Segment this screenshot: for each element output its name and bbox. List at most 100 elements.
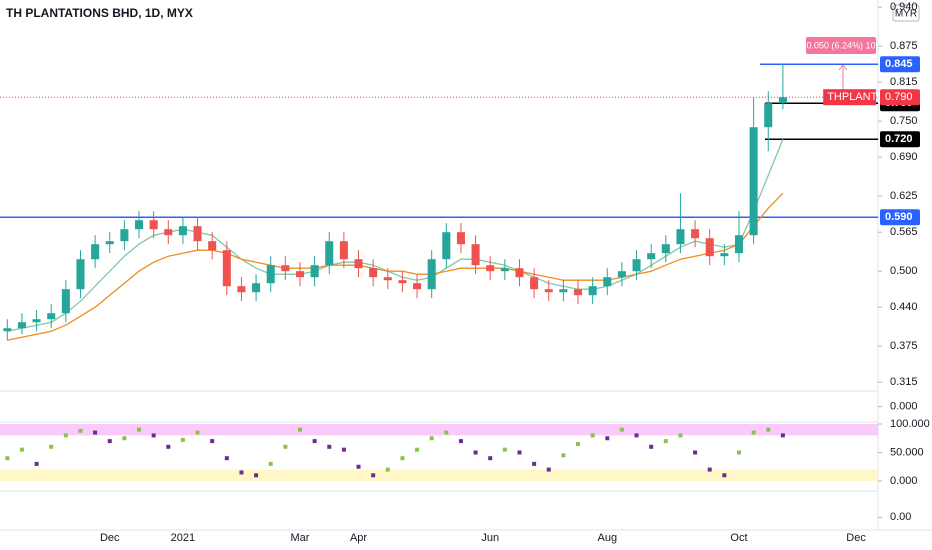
candle-body [266, 265, 275, 284]
candle-body [193, 226, 202, 242]
candle-body [515, 268, 524, 278]
symbol-label-box [823, 89, 876, 106]
oscillator-point [619, 427, 624, 432]
oscillator-point [502, 447, 507, 452]
level-label: 0.845 [885, 58, 913, 70]
last-price-box [880, 89, 920, 106]
candle-body [149, 220, 158, 230]
oscillator-point [473, 450, 478, 455]
candle-body [178, 226, 187, 236]
candle-body [222, 250, 231, 287]
oscillator-point [268, 461, 273, 466]
level-label: 0.590 [885, 211, 913, 223]
oscillator-point [576, 441, 581, 446]
oscillator-point [254, 473, 259, 478]
candle-body [617, 271, 626, 278]
oscillator-point [532, 461, 537, 466]
candle-body [383, 277, 392, 281]
oscillator-point [780, 433, 785, 438]
y-tick-label: 50.000 [890, 446, 924, 458]
candle-body [339, 241, 348, 260]
candle-body [764, 103, 773, 128]
currency-box[interactable] [892, 4, 920, 22]
level-label-box [880, 131, 920, 148]
oscillator-point [415, 447, 420, 452]
candle-body [76, 259, 85, 290]
candle-body [208, 241, 217, 251]
oscillator-point [546, 467, 551, 472]
candle-body [691, 229, 700, 239]
candle-body [661, 244, 670, 254]
oscillator-point [78, 428, 83, 433]
candle-body [778, 97, 787, 104]
candle-body [632, 259, 641, 272]
y-tick-label: 0.815 [890, 76, 918, 88]
candle-body [17, 322, 26, 329]
oscillator-point [210, 439, 215, 444]
y-tick-label: 0.00 [890, 511, 911, 523]
y-tick-label: 0.440 [890, 301, 918, 313]
candle-body [573, 289, 583, 296]
moving-average [7, 192, 784, 341]
symbol-label: THPLANT [827, 91, 877, 103]
oscillator-point [458, 439, 463, 444]
candle-body [105, 241, 114, 245]
x-tick-label: Aug [597, 532, 617, 544]
candle-body [705, 238, 714, 257]
candle-body [237, 286, 246, 293]
y-tick-label: 0.500 [890, 265, 918, 277]
candle-body [456, 232, 465, 245]
candle-body [647, 253, 656, 260]
last-price-label: 0.790 [885, 91, 913, 103]
moving-average [7, 138, 784, 332]
candle-body [47, 313, 56, 320]
candle-body [603, 277, 612, 287]
candle-body [734, 235, 744, 254]
candle-body [720, 253, 729, 257]
oscillator-point [327, 444, 332, 449]
oscillator-point [297, 427, 302, 432]
oscillator-point [180, 437, 185, 442]
y-tick-label: 0.750 [890, 115, 918, 127]
candle-body [325, 241, 334, 266]
candle-body [310, 265, 319, 278]
level-label: 0.720 [885, 133, 913, 145]
oscillator-point [49, 444, 54, 449]
currency[interactable]: MYR [895, 9, 917, 20]
oscillator-point [605, 436, 610, 441]
candle-body [398, 280, 407, 284]
candle-body [471, 244, 480, 266]
oscillator-point [385, 467, 390, 472]
candle-body [61, 289, 70, 314]
oscillator-point [224, 456, 229, 461]
y-tick-label: 0.565 [890, 226, 918, 238]
candle-body [559, 289, 568, 293]
chart-title: TH PLANTATIONS BHD, 1D, MYX [6, 6, 193, 20]
oscillator-point [356, 464, 361, 469]
candle-body [295, 271, 305, 278]
oscillator-point [93, 430, 98, 435]
oscillator-point [649, 444, 654, 449]
candle-body [442, 232, 451, 260]
level-label-box [880, 56, 920, 73]
candle-body [164, 229, 173, 236]
oscillator-point [63, 433, 68, 438]
y-tick-label: 0.875 [890, 40, 918, 52]
candle-body [120, 229, 129, 242]
candle-body [91, 244, 100, 260]
oscillator-point [107, 439, 112, 444]
x-tick-label: Mar [291, 532, 310, 544]
candle-body [486, 265, 495, 272]
candle-body [676, 229, 685, 245]
candle-body [134, 220, 144, 230]
oscillator-point [751, 430, 756, 435]
oscillator-point [5, 456, 10, 461]
x-tick-label: Oct [730, 532, 747, 544]
oscillator-point [239, 470, 244, 475]
oscillator-point [166, 444, 171, 449]
candle-body [749, 127, 758, 236]
oscillator-point [663, 439, 668, 444]
